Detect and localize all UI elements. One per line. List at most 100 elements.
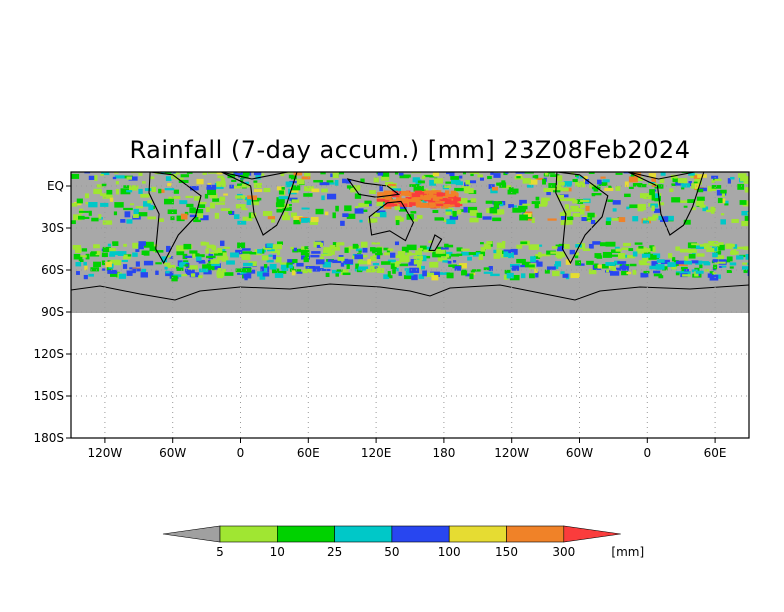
rain-cell (237, 220, 247, 225)
rain-cell (526, 218, 534, 221)
rain-cell (112, 241, 119, 246)
rain-cell (195, 256, 202, 261)
rain-cell (205, 255, 216, 259)
rain-cell (243, 262, 253, 267)
rain-cell (164, 266, 168, 270)
rain-cell (564, 204, 569, 210)
rain-cell (647, 216, 657, 221)
rain-cell (480, 246, 486, 252)
rain-cell (695, 260, 703, 265)
rain-cell (372, 212, 381, 217)
rain-cell (439, 201, 445, 204)
rain-cell (567, 209, 573, 212)
rain-cell (336, 269, 343, 272)
rain-cell (726, 256, 733, 262)
rain-cell (332, 259, 342, 264)
rain-cell (512, 207, 522, 213)
rain-cell (562, 210, 571, 216)
rain-cell (422, 196, 431, 201)
rain-cell (204, 193, 209, 199)
rain-cell (312, 266, 320, 272)
rain-cell (235, 249, 243, 255)
rain-cell (504, 269, 511, 274)
rain-cell (510, 248, 518, 255)
rain-cell (126, 219, 133, 224)
rain-cell (284, 211, 289, 217)
rain-cell (303, 193, 313, 197)
rain-cell (530, 244, 540, 250)
rain-cell (439, 198, 448, 201)
rain-cell (572, 178, 578, 183)
rain-cell (326, 193, 337, 200)
rain-cell (123, 185, 130, 189)
south-america-coastline (555, 172, 609, 265)
colorbar-label: 5 (216, 545, 224, 559)
rain-cell (151, 186, 157, 193)
rain-cell (446, 218, 456, 225)
rain-cell (654, 168, 660, 171)
rain-cell (173, 196, 181, 199)
rain-cell (123, 207, 133, 211)
rain-cell (653, 270, 661, 274)
rain-cell (551, 246, 558, 249)
rain-cell (101, 172, 110, 176)
rain-cell (135, 261, 140, 267)
rain-cell (212, 198, 220, 202)
rain-cell (79, 255, 87, 258)
rain-cell (332, 242, 337, 247)
new-zealand-coastline (428, 234, 443, 251)
rain-cell (362, 247, 368, 253)
rain-cell (128, 176, 138, 181)
rain-cell (271, 217, 275, 223)
rain-cell (399, 174, 410, 179)
rain-cell (268, 254, 273, 257)
rain-cell (91, 217, 99, 222)
rain-cell (301, 217, 310, 223)
rain-cell (164, 198, 174, 205)
rain-cell (217, 247, 223, 253)
rain-cell (381, 261, 391, 265)
rain-cell (483, 243, 492, 250)
rain-cell (106, 189, 113, 195)
rain-cell (585, 179, 590, 185)
rain-cell (253, 189, 263, 192)
rain-cell (675, 272, 680, 276)
rain-cell (389, 199, 397, 204)
rain-cell (315, 259, 325, 265)
rain-cell (629, 204, 638, 209)
rain-cell (202, 264, 212, 270)
rain-cell (102, 220, 113, 225)
rain-cell (482, 216, 492, 220)
rain-cell (446, 172, 455, 175)
rain-cell (335, 205, 339, 212)
rain-cell (449, 196, 454, 202)
rain-cell (421, 175, 426, 179)
colorbar-segment (448, 525, 507, 543)
rain-cell (115, 188, 120, 195)
rain-cell (138, 244, 144, 250)
rain-cell (490, 273, 500, 277)
rain-cell (198, 275, 203, 279)
rain-cell (262, 211, 273, 217)
rain-cell (446, 193, 455, 198)
rain-cell (329, 245, 336, 250)
rain-cell (354, 193, 362, 199)
rain-cell (110, 271, 120, 277)
rain-cell (330, 250, 335, 255)
rain-cell (434, 217, 445, 221)
rain-cell (211, 263, 221, 267)
rain-cell (77, 215, 85, 220)
rain-cell (602, 251, 613, 258)
rain-cell (184, 211, 189, 216)
colorbar-low-arrow (162, 525, 221, 543)
rain-cell (733, 244, 738, 249)
rain-cell (649, 245, 655, 252)
rain-cell (90, 251, 97, 254)
rain-cell (413, 256, 421, 259)
rain-cell (278, 189, 285, 195)
rain-cell (562, 273, 569, 278)
rain-cell (465, 273, 470, 277)
rain-cell (198, 268, 209, 273)
rain-cell (81, 248, 88, 252)
rain-cell (406, 244, 417, 251)
